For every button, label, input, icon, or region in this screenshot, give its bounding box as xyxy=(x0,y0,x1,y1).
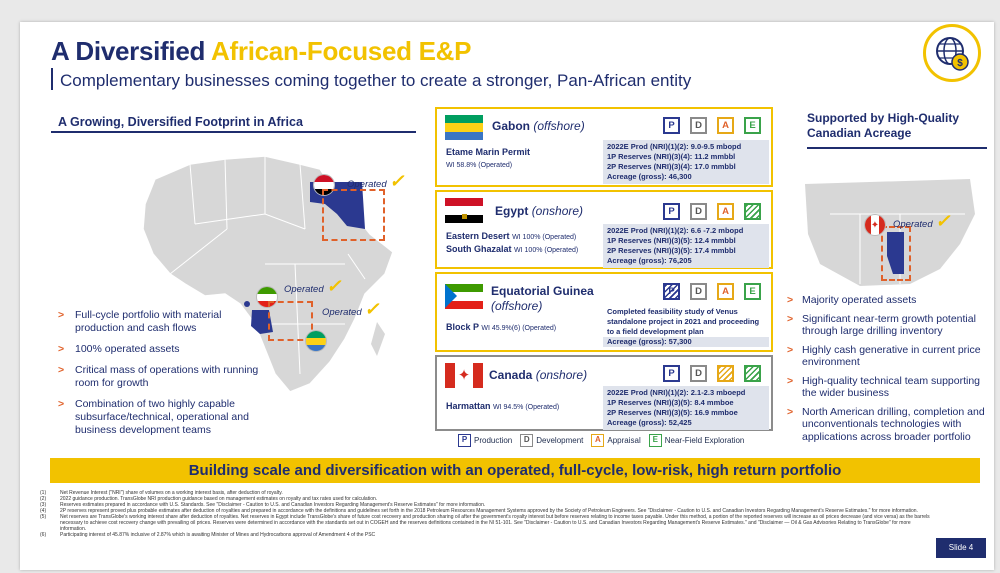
egypt-card: Egypt (onshore) P D A E Eastern Desert W… xyxy=(435,190,773,269)
eg-phases: P D A E xyxy=(663,283,761,300)
gabon-operated-label: Operated ✓ xyxy=(322,299,380,319)
eg-gabon-highlight-box xyxy=(268,301,313,341)
phase-legend: P Production D Development A Appraisal E Nea… xyxy=(458,434,744,447)
left-section-underline xyxy=(51,131,416,133)
gabon-stats: 2022E Prod (NRI)(1)(2): 9.0-9.5 mbopd 1P … xyxy=(603,140,769,184)
slide: A Diversified African-Focused E&P Comple… xyxy=(20,22,994,570)
phase-production-icon: P xyxy=(663,117,680,134)
list-item: North American drilling, completion and … xyxy=(787,406,987,444)
list-item: 100% operated assets xyxy=(58,343,268,356)
eg-title: Equatorial Guinea xyxy=(491,284,594,298)
check-icon: ✓ xyxy=(389,171,405,191)
canada-card: ✦ Canada (onshore) P D A E Harmattan WI … xyxy=(435,355,773,431)
svg-text:$: $ xyxy=(957,58,963,69)
egypt-phases: P D A E xyxy=(663,203,761,220)
phase-exploration-icon: E xyxy=(744,117,761,134)
canada-operated-label: Operated ✓ xyxy=(893,211,951,231)
egypt-highlight-box xyxy=(322,189,385,241)
slide-number: Slide 4 xyxy=(936,538,986,558)
phase-appraisal-icon: A xyxy=(717,117,734,134)
list-item: High-quality technical team supporting t… xyxy=(787,375,987,400)
phase-production-icon: P xyxy=(663,365,680,382)
canada-asset: Harmattan WI 94.5% (Operated) xyxy=(446,401,560,411)
egypt-operated-label: Operated ✓ xyxy=(347,171,405,191)
egypt-flag-icon xyxy=(313,174,335,196)
egypt-flag-icon xyxy=(445,198,483,223)
gabon-flag-icon xyxy=(305,330,327,352)
globe-dollar-logo-icon: $ xyxy=(923,24,981,82)
legend-appraisal: A Appraisal xyxy=(591,434,641,447)
phase-development-icon: D xyxy=(690,203,707,220)
footnote: (4) 2P reserves represent proved plus pro… xyxy=(40,508,918,514)
footnote: (1) Net Revenue Interest ("NRI") share of… xyxy=(40,490,283,496)
check-icon: ✓ xyxy=(326,276,342,296)
right-section-underline xyxy=(807,147,987,149)
north-america-map-shape xyxy=(805,179,975,286)
footnotes: (1) Net Revenue Interest ("NRI") share of… xyxy=(40,490,935,538)
list-item: Critical mass of operations with running… xyxy=(58,364,268,390)
eg-stats: Completed feasibility study of Venus stan… xyxy=(603,305,769,349)
eg-asset: Block P WI 45.9%(6) (Operated) xyxy=(446,322,557,332)
phase-appraisal-icon: A xyxy=(717,283,734,300)
phase-appraisal-icon: A xyxy=(717,203,734,220)
canada-flag-icon: ✦ xyxy=(864,214,886,236)
egypt-title: Egypt (onshore) xyxy=(495,204,584,218)
page-subtitle: Complementary businesses coming together… xyxy=(60,71,692,90)
equatorial-guinea-card: Equatorial Guinea (offshore) P D A E Blo… xyxy=(435,272,773,352)
page-title: A Diversified African-Focused E&P xyxy=(51,36,471,67)
phase-production-icon: P xyxy=(663,283,680,300)
phase-exploration-icon: E xyxy=(744,365,761,382)
title-accent: African-Focused E&P xyxy=(211,36,472,66)
gabon-flag-icon xyxy=(445,115,483,140)
footnote: (2) 2022 guidance production. TransGlobe … xyxy=(40,496,378,502)
phase-production-icon: P xyxy=(663,203,680,220)
check-icon: ✓ xyxy=(935,211,951,231)
legend-exploration: E Near-Field Exploration xyxy=(648,434,744,447)
africa-map: Operated ✓ Operated ✓ Operated ✓ xyxy=(115,134,445,404)
footnote: (3) Reserves estimates prepared in accord… xyxy=(40,502,486,508)
phase-exploration-icon: E xyxy=(744,203,761,220)
gabon-phases: P D A E xyxy=(663,117,761,134)
eg-operated-label: Operated ✓ xyxy=(284,276,342,296)
list-item: Combination of two highly capable subsur… xyxy=(58,398,268,437)
footnote: (6) Participating interest of 45.87% incl… xyxy=(40,532,376,538)
title-part1: A Diversified xyxy=(51,36,212,66)
phase-appraisal-icon: A xyxy=(717,365,734,382)
subtitle-divider xyxy=(51,68,53,90)
gabon-wi: WI 58.8% (Operated) xyxy=(446,162,513,169)
canada-stats: 2022E Prod (NRI)(1)(2): 2.1-2.3 mboepd 1P… xyxy=(603,386,769,430)
footnote: (5) Net reserves are TransGlobe's working… xyxy=(40,514,930,532)
phase-development-icon: D xyxy=(690,365,707,382)
check-icon: ✓ xyxy=(364,299,380,319)
gabon-title: Gabon (offshore) xyxy=(492,119,585,133)
canada-flag-icon: ✦ xyxy=(445,363,483,388)
canada-phases: P D A E xyxy=(663,365,761,382)
phase-development-icon: D xyxy=(690,283,707,300)
right-bullet-list: Majority operated assets Significant nea… xyxy=(787,294,987,449)
canada-title: Canada (onshore) xyxy=(489,368,588,382)
eg-location: (offshore) xyxy=(491,299,543,313)
phase-development-icon: D xyxy=(690,117,707,134)
list-item: Highly cash generative in current price … xyxy=(787,344,987,369)
equatorial-guinea-flag-icon xyxy=(256,286,278,308)
egypt-stats: 2022E Prod (NRI)(1)(2): 6.6 -7.2 mbopd 1P… xyxy=(603,224,769,268)
phase-exploration-icon: E xyxy=(744,283,761,300)
left-section-heading: A Growing, Diversified Footprint in Afri… xyxy=(58,115,303,129)
egypt-asset-1: Eastern Desert WI 100% (Operated) xyxy=(446,231,577,241)
legend-development: D Development xyxy=(520,434,583,447)
equatorial-guinea-flag-icon xyxy=(445,284,483,309)
gabon-asset: Etame Marin Permit xyxy=(446,147,531,157)
list-item: Majority operated assets xyxy=(787,294,987,307)
gabon-card: Gabon (offshore) P D A E Etame Marin Per… xyxy=(435,107,773,187)
summary-banner: Building scale and diversification with … xyxy=(50,458,980,483)
left-bullet-list: Full-cycle portfolio with material produ… xyxy=(58,309,268,445)
canada-map: ✦ Operated ✓ xyxy=(800,174,980,289)
right-section-heading: Supported by High-Quality Canadian Acrea… xyxy=(807,111,959,140)
egypt-asset-2: South Ghazalat WI 100% (Operated) xyxy=(446,244,579,254)
legend-production: P Production xyxy=(458,434,512,447)
list-item: Full-cycle portfolio with material produ… xyxy=(58,309,268,335)
alberta-highlight-box xyxy=(881,226,911,281)
list-item: Significant near-term growth potential t… xyxy=(787,313,987,338)
